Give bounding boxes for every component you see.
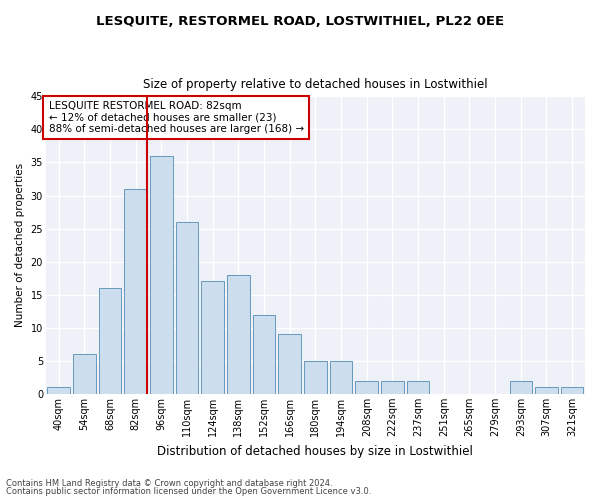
Bar (47, 388, 70, 394)
Bar (124, 189, 147, 394)
Bar (73, 354, 95, 394)
Bar (202, 282, 224, 394)
Text: LESQUITE, RESTORMEL ROAD, LOSTWITHIEL, PL22 0EE: LESQUITE, RESTORMEL ROAD, LOSTWITHIEL, P… (96, 15, 504, 28)
Text: LESQUITE RESTORMEL ROAD: 82sqm
← 12% of detached houses are smaller (23)
88% of : LESQUITE RESTORMEL ROAD: 82sqm ← 12% of … (49, 101, 304, 134)
Bar (304, 361, 327, 394)
Bar (150, 156, 173, 394)
Bar (407, 380, 430, 394)
X-axis label: Distribution of detached houses by size in Lostwithiel: Distribution of detached houses by size … (157, 444, 473, 458)
Bar (330, 361, 352, 394)
Text: Contains HM Land Registry data © Crown copyright and database right 2024.: Contains HM Land Registry data © Crown c… (6, 478, 332, 488)
Bar (278, 334, 301, 394)
Bar (355, 380, 378, 394)
Bar (99, 288, 121, 394)
Text: Contains public sector information licensed under the Open Government Licence v3: Contains public sector information licen… (6, 487, 371, 496)
Y-axis label: Number of detached properties: Number of detached properties (15, 163, 25, 327)
Bar (561, 388, 583, 394)
Title: Size of property relative to detached houses in Lostwithiel: Size of property relative to detached ho… (143, 78, 488, 91)
Bar (253, 314, 275, 394)
Bar (509, 380, 532, 394)
Bar (535, 388, 558, 394)
Bar (227, 275, 250, 394)
Bar (381, 380, 404, 394)
Bar (176, 222, 199, 394)
